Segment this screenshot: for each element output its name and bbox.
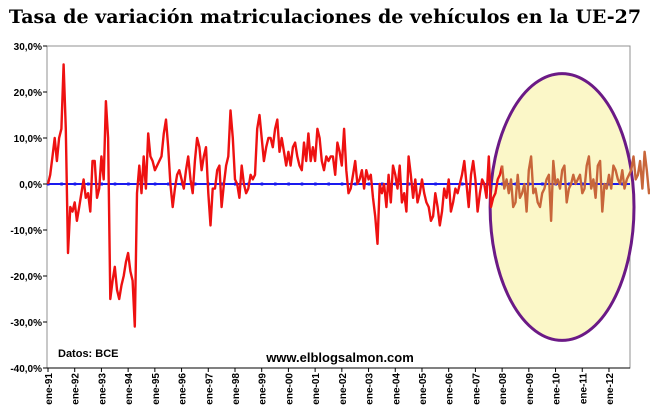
x-tick-label: ene-08 [498, 373, 509, 405]
x-tick-label: ene-96 [178, 373, 189, 405]
chart-title: Tasa de variación matriculaciones de veh… [8, 6, 642, 28]
zero-line-marker [340, 182, 344, 186]
zero-line-marker [394, 182, 397, 186]
x-tick-label: ene-91 [44, 373, 55, 405]
x-tick-label: ene-03 [365, 373, 376, 405]
x-axis: ene-91 ene-92 ene-93 ene-94 ene-95 ene-96 ene-… [44, 367, 630, 405]
x-tick-label: ene-09 [525, 373, 536, 405]
zero-line-marker [220, 182, 224, 186]
x-tick-label: ene-01 [311, 373, 322, 405]
zero-line-marker [153, 182, 157, 186]
y-axis: 30,0% 20,0% 10,0% 0,0% -10,0% -20,0% -30,0% -40… [10, 42, 47, 375]
highlight-ellipse [488, 72, 636, 342]
y-tick-label: 20,0% [14, 88, 42, 99]
zero-line-marker [287, 182, 290, 186]
x-tick-label: ene-05 [418, 373, 429, 405]
zero-line-marker [327, 182, 330, 186]
y-tick-label: -20,0% [10, 272, 42, 283]
zero-line-marker [501, 182, 504, 186]
zero-line-marker [100, 182, 103, 186]
y-tick-label: -40,0% [10, 364, 42, 375]
x-tick-label: ene-98 [231, 373, 242, 405]
zero-line-marker [60, 182, 63, 186]
zero-line-marker [314, 182, 317, 186]
zero-line-marker [300, 182, 304, 186]
x-tick-label: ene-92 [71, 373, 82, 405]
x-tick-label: ene-12 [605, 373, 616, 405]
series-line [46, 63, 504, 328]
zero-line-marker [407, 182, 411, 186]
y-tick-label: 30,0% [14, 42, 42, 53]
zero-line-marker [367, 182, 371, 186]
zero-line-marker [621, 182, 624, 186]
x-tick-label: ene-07 [471, 373, 482, 405]
x-tick-label: ene-95 [151, 373, 162, 405]
zero-line-marker [233, 182, 237, 186]
series-layer [46, 63, 650, 328]
y-tick-label: 10,0% [14, 134, 42, 145]
zero-line-marker [274, 182, 277, 186]
zero-line-marker [167, 182, 170, 186]
zero-line-marker [73, 182, 77, 186]
x-tick-label: ene-99 [258, 373, 269, 405]
x-tick-label: ene-04 [391, 373, 402, 405]
x-tick-label: ene-10 [552, 373, 563, 405]
zero-line-marker [461, 182, 464, 186]
zero-line-marker [127, 182, 130, 186]
zero-line-marker [607, 182, 611, 186]
zero-line-marker [541, 182, 544, 186]
zero-line-marker [87, 182, 90, 186]
x-tick-label: ene-97 [204, 373, 215, 405]
x-tick-label: ene-93 [97, 373, 108, 405]
website-watermark: www.elblogsalmon.com [265, 350, 414, 365]
y-tick-label: -10,0% [10, 226, 42, 237]
zero-line-marker [354, 182, 357, 186]
x-tick-label: ene-00 [284, 373, 295, 405]
x-tick-label: ene-11 [578, 373, 589, 405]
x-tick-label: ene-02 [338, 373, 349, 405]
zero-line-marker [514, 182, 517, 186]
x-tick-label: ene-94 [124, 373, 135, 405]
zero-line-marker [260, 182, 264, 186]
zero-line-marker [567, 182, 571, 186]
zero-line-marker [113, 182, 117, 186]
y-tick-label: -30,0% [10, 318, 42, 329]
series-line-highlighted [500, 150, 650, 223]
zero-line-marker [380, 182, 384, 186]
y-tick-label: 0,0% [19, 180, 42, 191]
zero-line-marker [581, 182, 584, 186]
source-note: Datos: BCE [58, 348, 119, 360]
zero-line-marker [193, 182, 197, 186]
zero-line-marker [434, 182, 437, 186]
x-tick-label: ene-06 [445, 373, 456, 405]
